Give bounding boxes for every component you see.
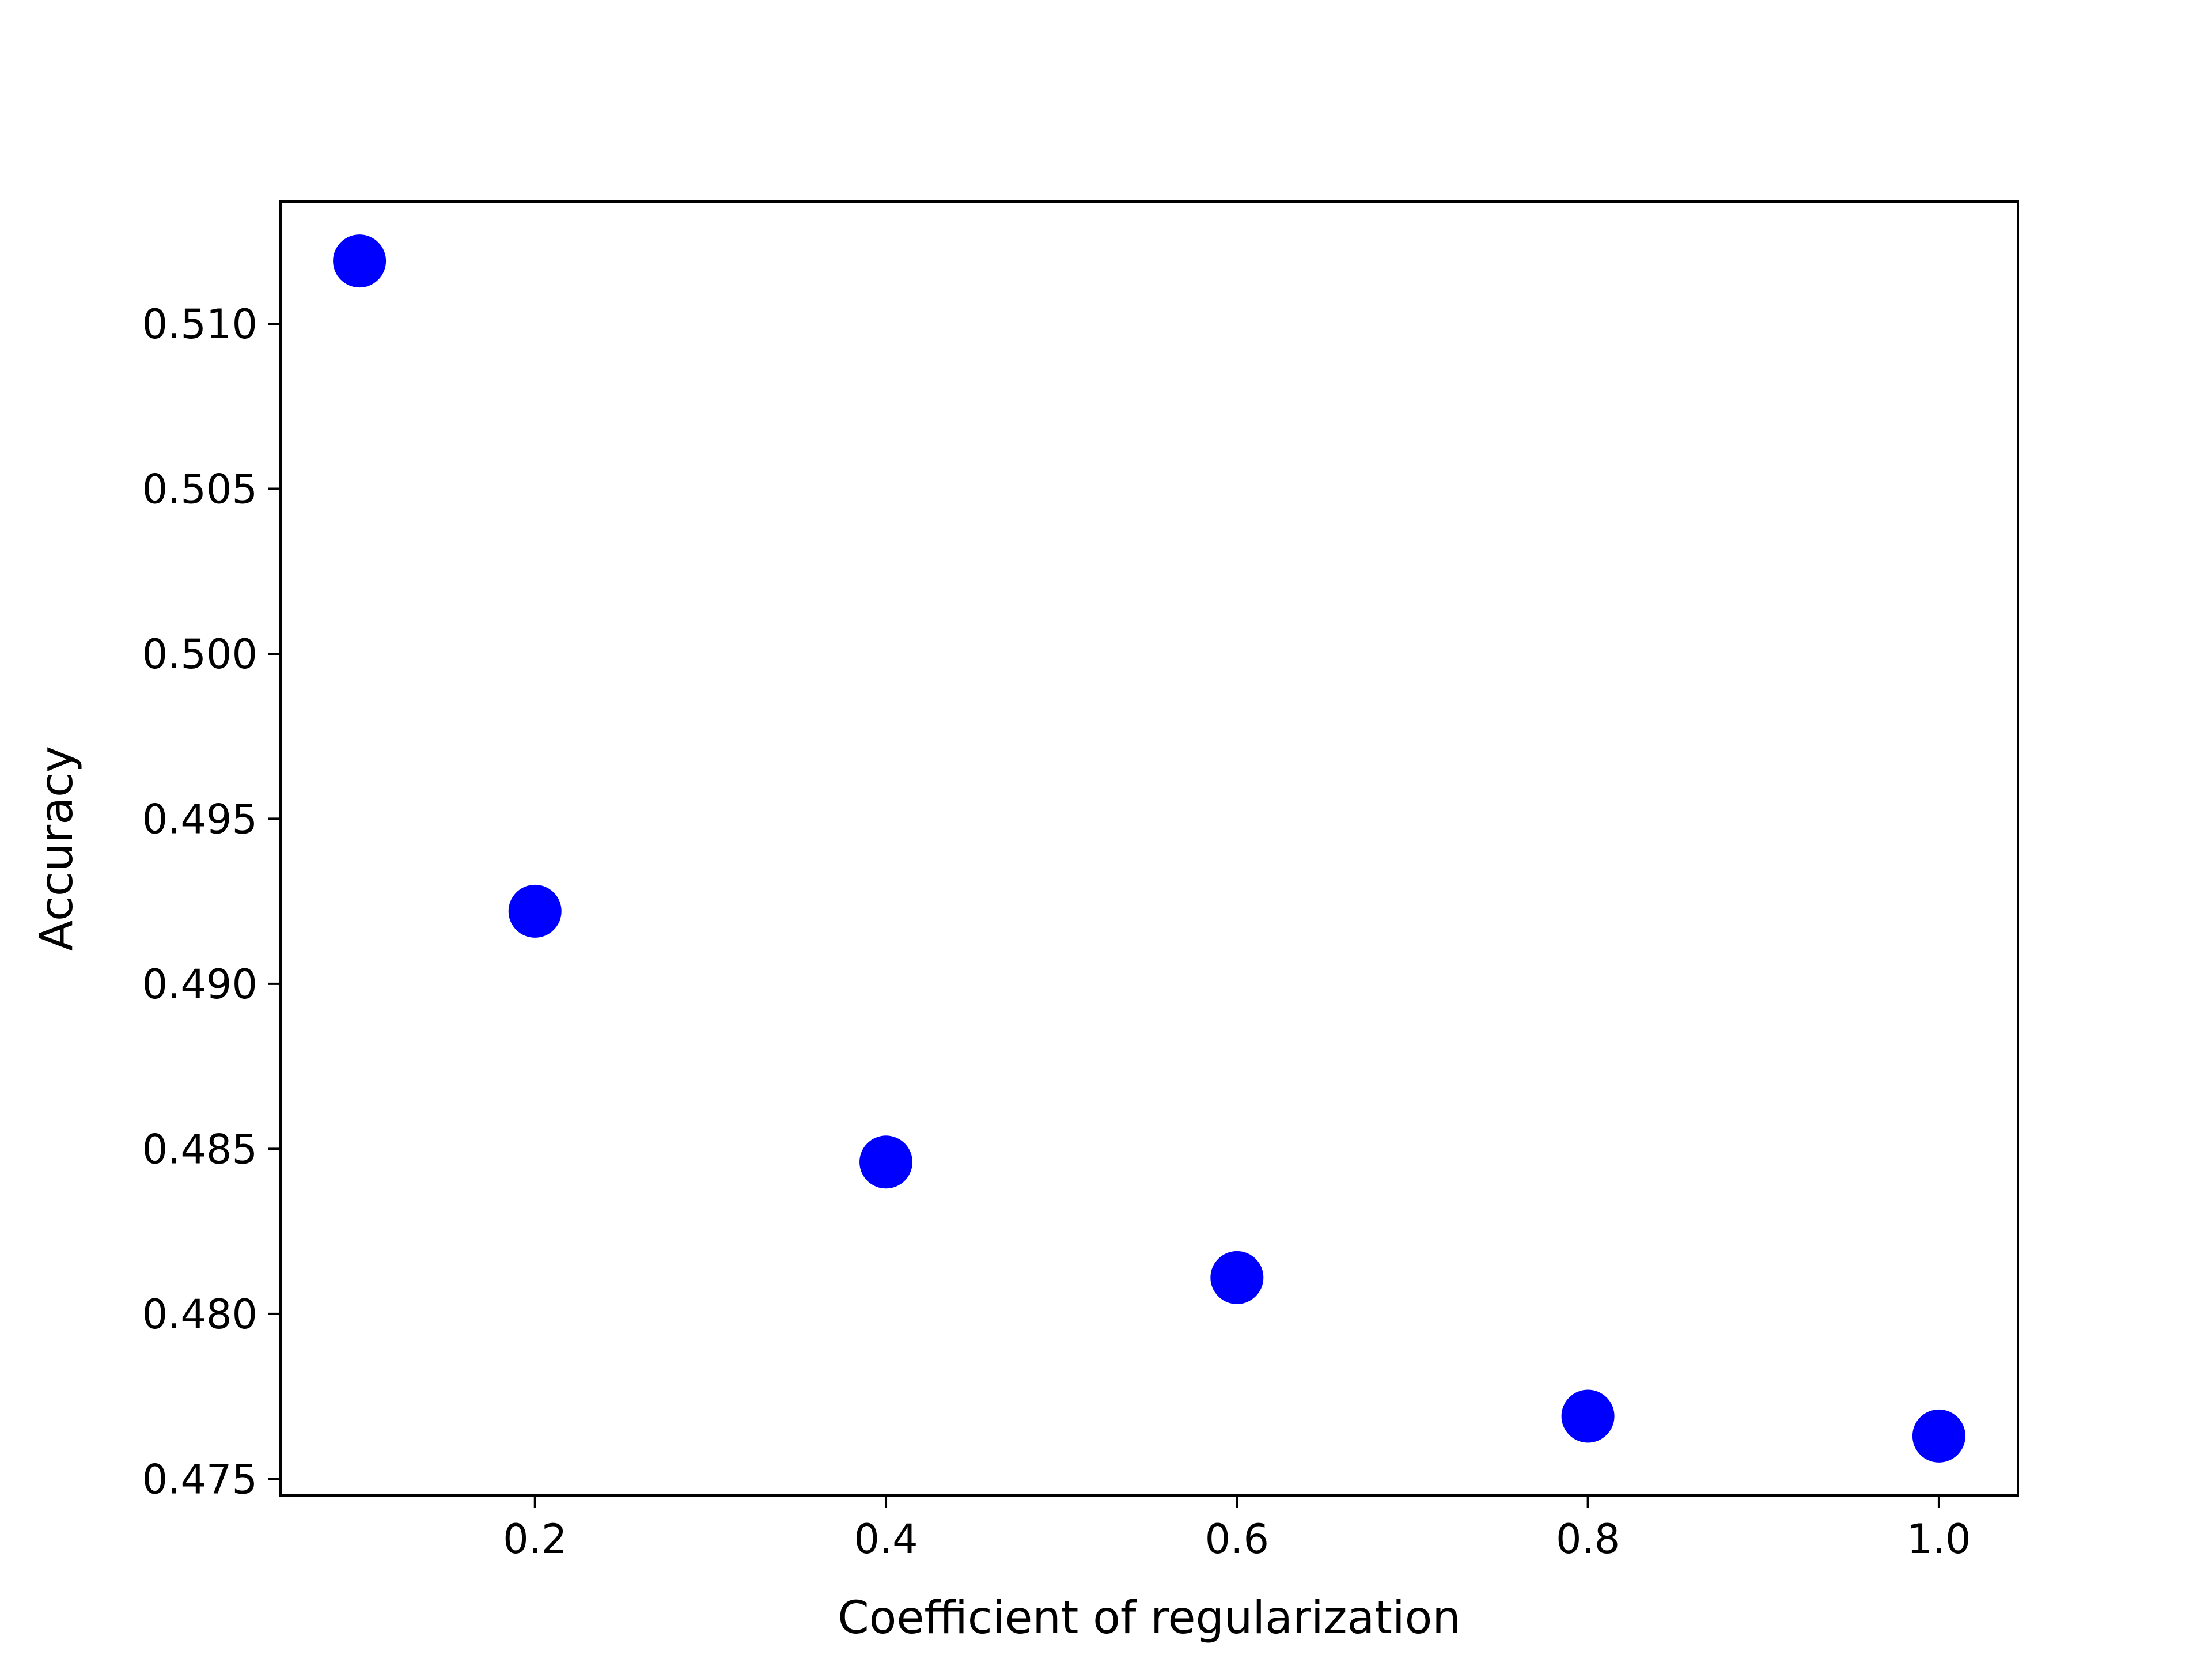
data-point [1912, 1409, 1965, 1463]
data-point [1561, 1389, 1615, 1443]
x-axis-ticks: 0.2 0.4 0.6 0.8 1.0 [503, 1495, 1971, 1563]
x-axis-label: Coefficient of regularization [838, 1592, 1461, 1644]
x-tick-label: 0.8 [1556, 1516, 1620, 1563]
y-tick-label: 0.485 [142, 1126, 257, 1173]
plot-frame [279, 200, 2019, 1497]
data-point [333, 234, 387, 288]
y-axis-label: Accuracy [31, 746, 83, 951]
y-tick-label: 0.505 [142, 465, 257, 513]
data-points [333, 234, 1965, 1463]
x-tick-label: 1.0 [1907, 1516, 1971, 1563]
x-tick-label: 0.6 [1205, 1516, 1269, 1563]
y-tick-label: 0.510 [142, 301, 257, 348]
plot-area [281, 202, 2018, 1495]
data-point [859, 1135, 913, 1189]
y-tick-label: 0.490 [142, 961, 257, 1008]
x-tick-label: 0.4 [854, 1516, 918, 1563]
y-tick-label: 0.480 [142, 1291, 257, 1338]
y-tick-label: 0.475 [142, 1456, 257, 1503]
y-tick-label: 0.500 [142, 631, 257, 678]
data-point [1210, 1251, 1264, 1304]
y-axis-ticks: 0.475 0.480 0.485 0.490 0.495 0.500 0.505 0.510 [142, 301, 281, 1503]
x-tick-label: 0.2 [503, 1516, 567, 1563]
data-point [508, 884, 562, 938]
y-tick-label: 0.495 [142, 796, 257, 843]
